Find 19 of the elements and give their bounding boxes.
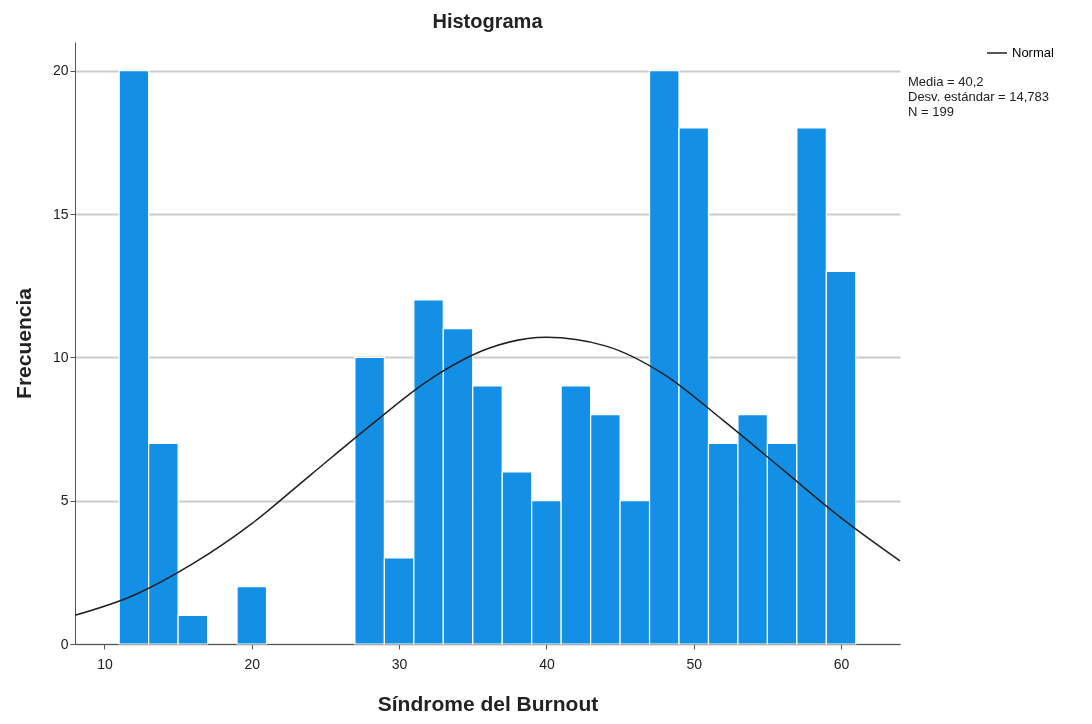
y-tick-label: 15 [52, 205, 69, 222]
x-tick-label: 30 [391, 655, 408, 672]
x-tick-label: 60 [833, 655, 850, 672]
x-axis-title: Síndrome del Burnout [377, 691, 599, 715]
text: N = 199 [908, 104, 954, 119]
chart-title: Histograma [432, 10, 544, 32]
y-axis-title: Frecuencia [11, 287, 35, 399]
text: Desv. estándar = 14,783 [908, 89, 1050, 104]
x-tick-label: 50 [686, 655, 703, 672]
y-tick-label: 0 [60, 635, 69, 652]
y-tick-label: 20 [52, 62, 69, 79]
legend-label: Normal [1012, 45, 1055, 60]
text: Media = 40,2 [908, 74, 984, 89]
y-tick-label: 10 [52, 348, 69, 365]
y-tick-label: 5 [60, 492, 69, 509]
line-series [74, 336, 901, 617]
x-tick-label: 40 [539, 655, 555, 672]
x-tick-label: 10 [97, 655, 113, 672]
x-tick-label: 20 [244, 655, 261, 672]
